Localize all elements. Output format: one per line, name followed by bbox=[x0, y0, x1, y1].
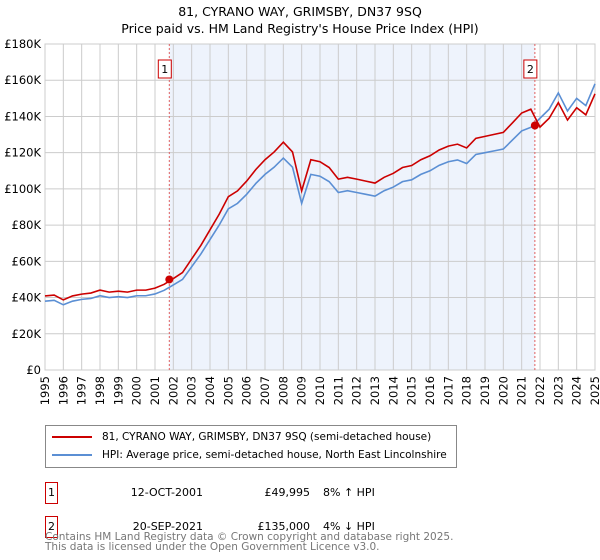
x-tick-label: 2024 bbox=[570, 376, 584, 405]
chart-title: 81, CYRANO WAY, GRIMSBY, DN37 9SQ bbox=[178, 4, 422, 19]
sale-marker-box bbox=[157, 59, 172, 79]
x-tick-label: 2013 bbox=[368, 376, 382, 405]
x-tick-label: 2010 bbox=[313, 376, 327, 405]
y-tick-label: £120K bbox=[4, 146, 41, 160]
x-tick-label: 2006 bbox=[240, 376, 254, 405]
transaction-hpi: 8% ↑ HPI bbox=[323, 486, 375, 499]
sale-point bbox=[165, 275, 174, 284]
transaction-price: £49,995 bbox=[264, 486, 311, 499]
y-tick-label: £160K bbox=[4, 73, 41, 87]
footer-licence: This data is licensed under the Open Gov… bbox=[45, 541, 380, 553]
series-line bbox=[44, 83, 596, 306]
legend: 81, CYRANO WAY, GRIMSBY, DN37 9SQ (semi-… bbox=[45, 425, 457, 468]
legend-red-line bbox=[52, 436, 92, 438]
ownership-shade bbox=[169, 44, 535, 370]
x-tick-label: 2009 bbox=[295, 376, 309, 405]
y-tick-label: £60K bbox=[12, 254, 42, 268]
x-tick-label: 2001 bbox=[148, 376, 162, 405]
transaction-price: £135,000 bbox=[257, 520, 311, 533]
sale-marker-label: 1 bbox=[161, 63, 168, 76]
x-tick-label: 2022 bbox=[533, 376, 547, 405]
x-tick-label: 2011 bbox=[331, 376, 345, 405]
x-tick-label: 2007 bbox=[258, 376, 272, 405]
y-tick-label: £40K bbox=[12, 291, 42, 305]
legend-property: 81, CYRANO WAY, GRIMSBY, DN37 9SQ (semi-… bbox=[102, 431, 432, 443]
x-tick-label: 2005 bbox=[221, 376, 235, 405]
x-tick-label: 2023 bbox=[551, 376, 565, 405]
transaction-date: 20-SEP-2021 bbox=[132, 520, 203, 533]
x-tick-label: 2014 bbox=[386, 376, 400, 405]
y-tick-label: £0 bbox=[26, 363, 41, 377]
transaction-marker: 1 bbox=[45, 482, 58, 504]
price-chart: £0 £20K £40K £60K £80K £100K £120K £140K £160K £1… bbox=[4, 37, 600, 405]
x-tick-label: 1997 bbox=[75, 376, 89, 405]
legend-hpi: HPI: Average price, semi-detached house,… bbox=[102, 449, 447, 461]
x-tick-label: 2015 bbox=[405, 376, 419, 405]
y-tick-label: £100K bbox=[4, 182, 41, 196]
x-tick-label: 2020 bbox=[496, 376, 510, 405]
x-tick-label: 2017 bbox=[441, 376, 455, 405]
x-tick-label: 2008 bbox=[276, 376, 290, 405]
legend-blue-line bbox=[52, 454, 92, 456]
transaction-row: 1 12-OCT-2001 £49,995 8% ↑ HPI bbox=[45, 482, 545, 504]
transaction-row: 2 20-SEP-2021 £135,000 4% ↓ HPI bbox=[45, 516, 545, 538]
x-tick-label: 2002 bbox=[166, 376, 180, 405]
y-tick-label: £140K bbox=[4, 109, 41, 123]
x-tick-label: 2003 bbox=[185, 376, 199, 405]
series-line bbox=[44, 93, 596, 301]
transaction-marker: 2 bbox=[45, 516, 58, 538]
x-tick-label: 2016 bbox=[423, 376, 437, 405]
x-tick-label: 1998 bbox=[93, 376, 107, 405]
sale-marker-box bbox=[523, 59, 538, 79]
y-tick-label: £20K bbox=[12, 327, 42, 341]
transaction-date: 12-OCT-2001 bbox=[130, 486, 203, 499]
x-tick-label: 1996 bbox=[56, 376, 70, 405]
y-tick-label: £80K bbox=[12, 218, 42, 232]
transaction-hpi: 4% ↓ HPI bbox=[323, 520, 375, 533]
x-tick-label: 2012 bbox=[350, 376, 364, 405]
x-tick-label: 2000 bbox=[130, 376, 144, 405]
chart-subtitle: Price paid vs. HM Land Registry's House … bbox=[121, 21, 479, 36]
footer-copyright: Contains HM Land Registry data © Crown c… bbox=[45, 531, 454, 543]
x-tick-label: 2025 bbox=[588, 376, 600, 405]
x-tick-label: 2019 bbox=[478, 376, 492, 405]
x-tick-label: 1995 bbox=[38, 376, 52, 405]
x-tick-label: 2004 bbox=[203, 376, 217, 405]
x-tick-label: 1999 bbox=[111, 376, 125, 405]
x-tick-label: 2018 bbox=[460, 376, 474, 405]
y-tick-label: £180K bbox=[4, 37, 41, 51]
sale-point bbox=[530, 121, 539, 130]
plot-border bbox=[44, 43, 596, 371]
sale-marker-label: 2 bbox=[527, 63, 534, 76]
x-tick-label: 2021 bbox=[515, 376, 529, 405]
